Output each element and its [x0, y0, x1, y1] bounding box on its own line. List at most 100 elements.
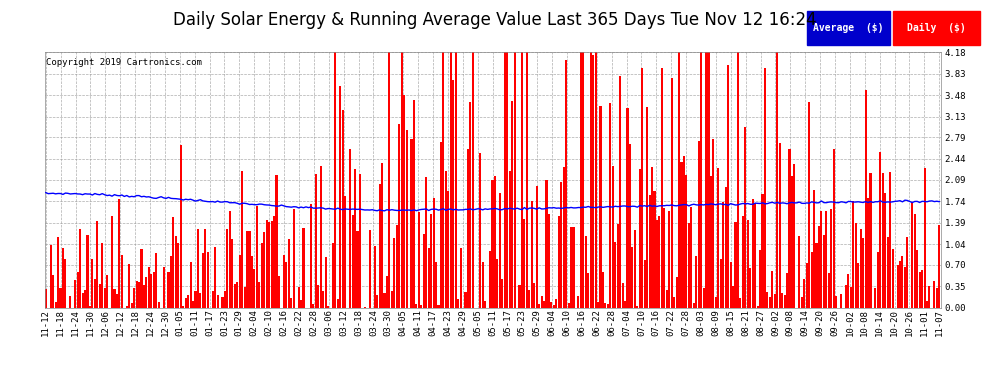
Bar — [653, 191, 655, 308]
Bar — [567, 303, 569, 307]
Bar — [421, 305, 423, 308]
Bar — [438, 305, 440, 308]
Bar — [131, 303, 133, 307]
Bar — [285, 262, 287, 308]
Bar — [340, 86, 342, 308]
Bar — [126, 306, 128, 308]
Bar — [899, 261, 901, 308]
Bar — [509, 171, 511, 308]
Bar — [602, 272, 604, 308]
Bar — [506, 53, 508, 308]
Bar — [700, 53, 702, 308]
Bar — [197, 229, 199, 308]
Bar — [342, 110, 344, 308]
Bar — [582, 53, 584, 308]
Bar — [821, 211, 823, 308]
Bar — [443, 53, 445, 308]
Bar — [199, 293, 201, 308]
Bar — [114, 289, 116, 308]
Bar — [364, 307, 366, 308]
Bar — [536, 186, 538, 308]
Bar — [590, 53, 592, 308]
Bar — [617, 224, 619, 308]
Bar — [562, 167, 564, 308]
Bar — [327, 306, 329, 308]
Bar — [597, 302, 599, 307]
Bar — [801, 297, 803, 307]
Bar — [332, 243, 334, 308]
Bar — [376, 295, 378, 307]
Bar — [479, 153, 481, 308]
Bar — [418, 212, 420, 308]
Bar — [514, 53, 516, 308]
Bar — [177, 243, 179, 308]
Bar — [565, 60, 567, 308]
Bar — [642, 68, 644, 308]
Bar — [447, 190, 449, 308]
Bar — [746, 220, 748, 308]
Bar — [607, 304, 609, 307]
Bar — [634, 230, 636, 308]
Bar — [622, 283, 624, 308]
Bar — [253, 269, 255, 308]
Bar — [766, 292, 768, 308]
Bar — [833, 148, 835, 308]
Bar — [194, 291, 197, 308]
Bar — [426, 177, 428, 308]
Bar — [751, 199, 753, 308]
Bar — [489, 251, 491, 308]
Bar — [76, 272, 79, 308]
Bar — [749, 268, 751, 308]
Bar — [521, 53, 523, 308]
Bar — [857, 263, 859, 308]
Bar — [663, 208, 665, 308]
Bar — [703, 288, 705, 308]
Bar — [867, 198, 869, 308]
Bar — [754, 203, 756, 308]
Bar — [454, 53, 456, 308]
Bar — [939, 225, 940, 308]
Bar — [826, 211, 828, 308]
Bar — [244, 288, 246, 308]
Bar — [273, 216, 275, 308]
Bar — [902, 256, 904, 307]
Bar — [175, 236, 177, 308]
Bar — [592, 55, 594, 308]
Text: Copyright 2019 Cartronics.com: Copyright 2019 Cartronics.com — [47, 58, 202, 67]
Bar — [378, 184, 380, 308]
Bar — [406, 130, 408, 308]
Bar — [433, 198, 435, 308]
Bar — [234, 284, 236, 308]
Bar — [411, 139, 413, 308]
Bar — [658, 216, 660, 308]
Bar — [612, 166, 614, 308]
Bar — [260, 243, 262, 308]
Bar — [725, 187, 727, 308]
Bar — [926, 301, 928, 307]
Bar — [639, 169, 641, 308]
Bar — [315, 174, 317, 308]
Bar — [759, 251, 761, 308]
Bar — [99, 284, 101, 308]
Bar — [781, 293, 783, 308]
Bar — [693, 303, 695, 307]
Bar — [897, 265, 899, 308]
Bar — [155, 253, 157, 308]
Bar — [646, 106, 648, 308]
Bar — [552, 305, 555, 308]
Bar — [877, 252, 879, 308]
Bar — [541, 296, 543, 307]
Bar — [756, 306, 758, 308]
Bar — [393, 238, 395, 308]
Text: Daily  ($): Daily ($) — [908, 23, 966, 33]
Bar — [651, 167, 653, 308]
Bar — [467, 149, 469, 308]
Bar — [690, 207, 692, 308]
Bar — [627, 108, 629, 307]
Bar — [784, 296, 786, 307]
Bar — [464, 292, 466, 308]
Bar — [64, 259, 66, 308]
Bar — [187, 295, 189, 307]
Bar — [811, 252, 813, 308]
Bar — [349, 149, 351, 308]
